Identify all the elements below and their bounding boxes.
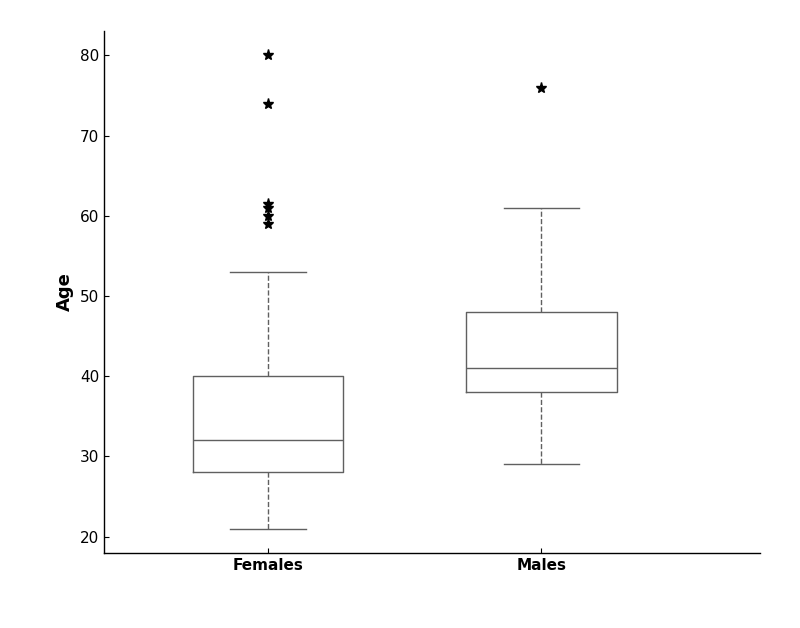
- Y-axis label: Age: Age: [56, 273, 74, 311]
